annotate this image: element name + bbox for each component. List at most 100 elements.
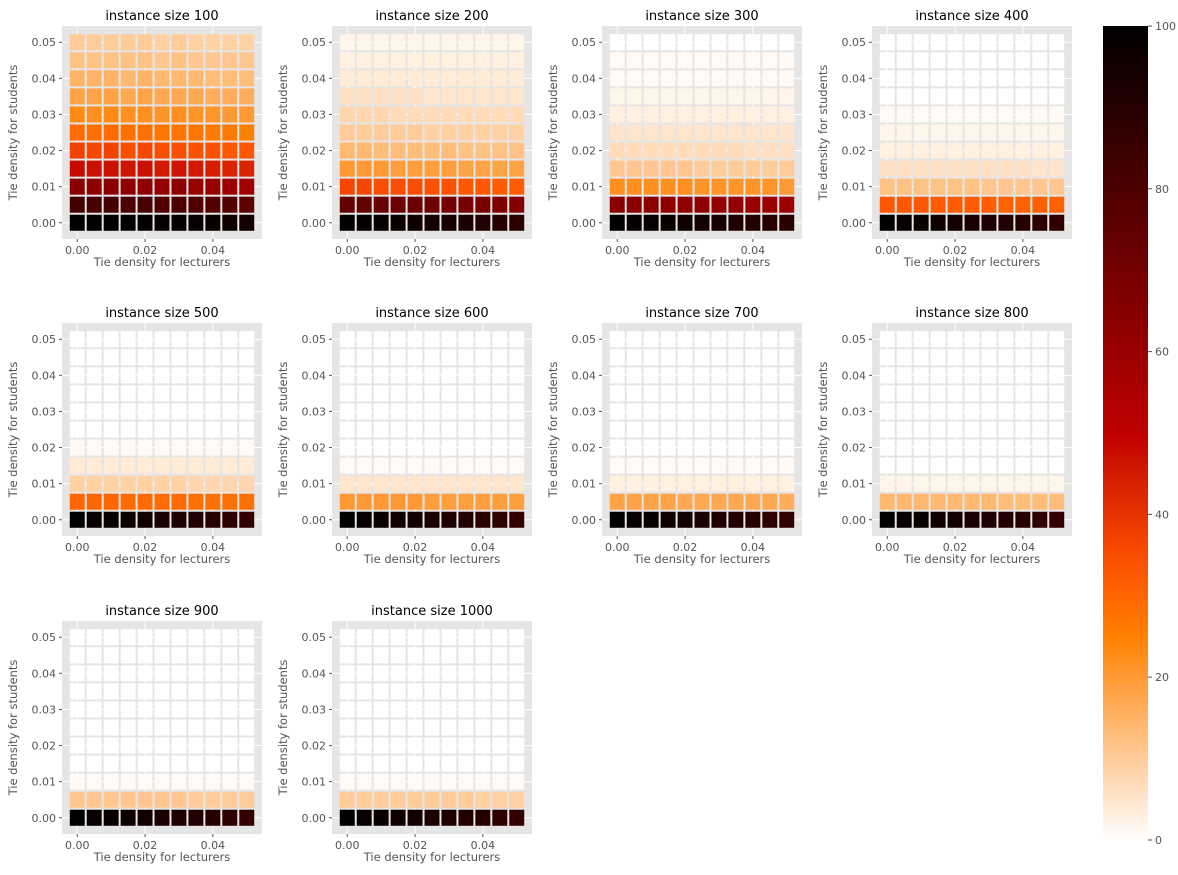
heatmap-cell [390, 683, 406, 700]
heatmap-cell [998, 385, 1014, 402]
heatmap-cell [1015, 457, 1031, 474]
heatmap-cell [205, 683, 221, 700]
heatmap-cell [947, 88, 963, 105]
heatmap-cell [677, 124, 693, 141]
heatmap-cell [390, 196, 406, 213]
heatmap-cell [711, 196, 727, 213]
heatmap-cell [120, 809, 136, 826]
heatmap-cell [1049, 142, 1065, 159]
heatmap-cell [509, 367, 525, 384]
heatmap-cell [373, 755, 389, 772]
heatmap-cell [137, 385, 153, 402]
y-tick-label: 0.03 [302, 703, 327, 716]
heatmap-cell [879, 88, 895, 105]
x-axis-label: Tie density for lecturers [93, 850, 231, 864]
y-tick-label: 0.05 [842, 36, 867, 49]
heatmap-cell [441, 214, 457, 231]
heatmap-cell [69, 70, 85, 87]
heatmap-cell [981, 457, 997, 474]
heatmap-cell [947, 403, 963, 420]
y-tick-label: 0.03 [32, 703, 57, 716]
heatmap-cell [373, 160, 389, 177]
heatmap-cell [441, 493, 457, 510]
heatmap-cell [677, 385, 693, 402]
heatmap-cell [509, 647, 525, 664]
heatmap-cell [120, 88, 136, 105]
heatmap-cell [964, 511, 980, 528]
heatmap-cell [441, 196, 457, 213]
heatmap-cell [643, 421, 659, 438]
heatmap-cell [222, 647, 238, 664]
heatmap-cell [137, 701, 153, 718]
heatmap-cell [745, 160, 761, 177]
heatmap-cell [103, 349, 119, 366]
heatmap-cell [475, 142, 491, 159]
heatmap-cell [1015, 493, 1031, 510]
heatmap-cell [137, 124, 153, 141]
panel-6: instance size 600 0.00 0.02 0.04 0.00 0.01 0.0… [276, 306, 532, 566]
heatmap-cell [745, 493, 761, 510]
heatmap-cell [728, 331, 744, 348]
heatmap-cell [137, 791, 153, 808]
heatmap-cell [475, 719, 491, 736]
heatmap-cell [509, 196, 525, 213]
heatmap-cell [475, 34, 491, 51]
heatmap-cell [239, 439, 255, 456]
heatmap-cell [981, 196, 997, 213]
heatmap-cell [475, 475, 491, 492]
heatmap-cell [441, 88, 457, 105]
heatmap-cell [120, 349, 136, 366]
heatmap-cell [188, 385, 204, 402]
heatmap-cell [373, 493, 389, 510]
heatmap-cell [609, 475, 625, 492]
heatmap-cell [390, 701, 406, 718]
y-tick-label: 0.00 [842, 217, 867, 230]
heatmap-cell [86, 475, 102, 492]
heatmap-cell [643, 439, 659, 456]
heatmap-cell [964, 106, 980, 123]
heatmap-cell [205, 493, 221, 510]
heatmap-cell [711, 475, 727, 492]
heatmap-cell [69, 196, 85, 213]
heatmap-cell [509, 719, 525, 736]
heatmap-cell [339, 647, 355, 664]
heatmap-cell [1015, 403, 1031, 420]
heatmap-cell [188, 160, 204, 177]
heatmap-cell [745, 88, 761, 105]
heatmap-cell [492, 52, 508, 69]
heatmap-cell [120, 196, 136, 213]
heatmap-cell [103, 647, 119, 664]
heatmap-cell [981, 160, 997, 177]
heatmap-cell [137, 421, 153, 438]
heatmap-cell [509, 457, 525, 474]
heatmap-cell [694, 142, 710, 159]
heatmap-cell [677, 160, 693, 177]
heatmap-cell [660, 214, 676, 231]
heatmap-cell [171, 124, 187, 141]
heatmap-cell [458, 70, 474, 87]
heatmap-cell [609, 439, 625, 456]
heatmap-cell [120, 701, 136, 718]
heatmap-cell [137, 142, 153, 159]
heatmap-cell [660, 52, 676, 69]
heatmap-cell [458, 809, 474, 826]
heatmap-cell [762, 403, 778, 420]
heatmap-cell [239, 331, 255, 348]
heatmap-cell [762, 106, 778, 123]
heatmap-cell [188, 214, 204, 231]
y-tick-label: 0.01 [842, 181, 867, 194]
heatmap-cell [154, 124, 170, 141]
heatmap-cell [154, 52, 170, 69]
heatmap-cell [222, 475, 238, 492]
heatmap-cell [609, 88, 625, 105]
heatmap-cell [913, 196, 929, 213]
heatmap-cell [222, 719, 238, 736]
heatmap-cell [441, 629, 457, 646]
heatmap-cell [69, 142, 85, 159]
heatmap-cell [745, 403, 761, 420]
heatmap-cell [86, 52, 102, 69]
heatmap-cell [458, 178, 474, 195]
heatmap-cell [154, 88, 170, 105]
heatmap-cell [205, 52, 221, 69]
